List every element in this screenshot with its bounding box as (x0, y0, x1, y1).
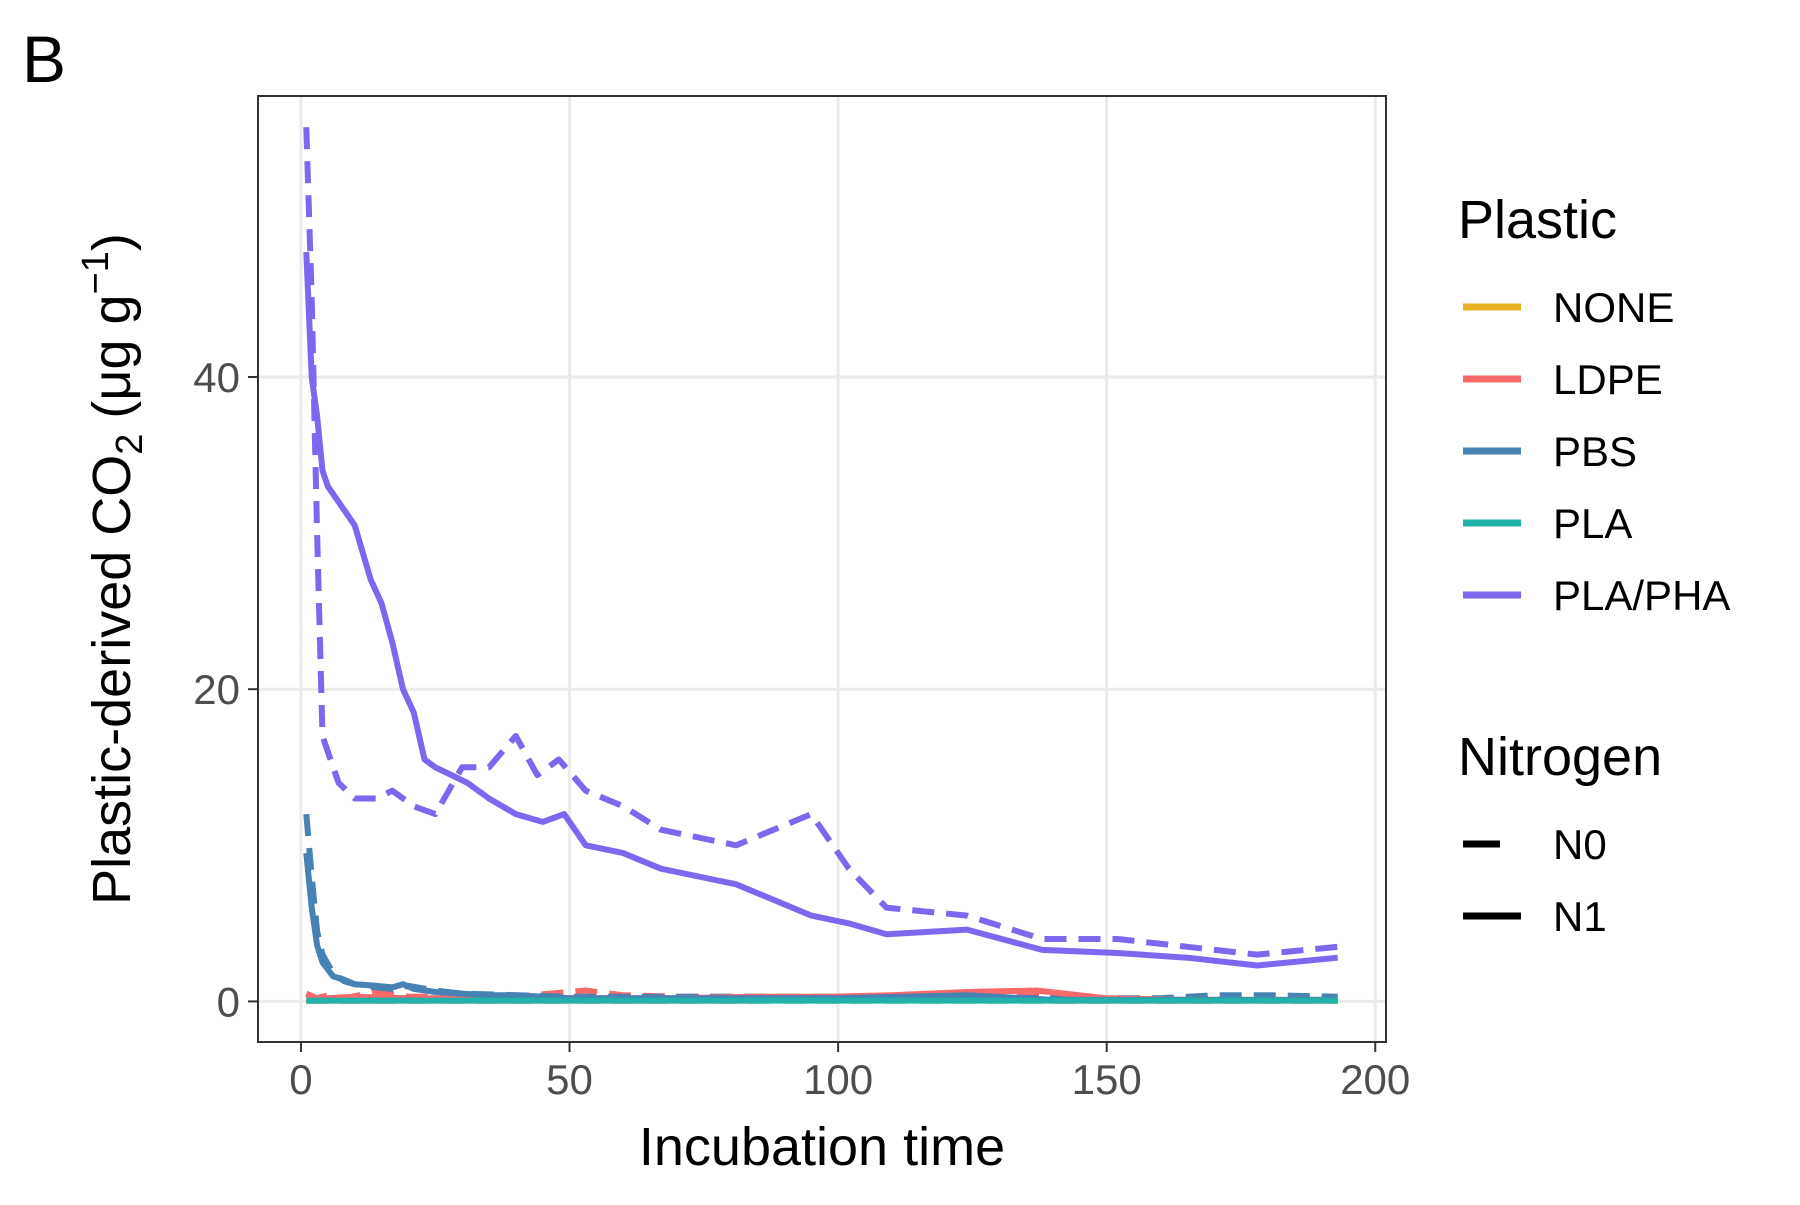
grid-lines (258, 96, 1386, 1042)
x-tick-label: 50 (546, 1056, 593, 1103)
legend: Plastic NONE LDPE PBS PLA PLA/PHA Nitrogen N… (1458, 190, 1730, 940)
x-tick-label: 200 (1340, 1056, 1410, 1103)
legend-label: PLA/PHA (1553, 572, 1730, 619)
x-axis-title: Incubation time (639, 1117, 1005, 1177)
panel-label: B (22, 22, 66, 96)
series-line-pbs-n1 (303, 852, 1338, 1003)
legend-label: PLA (1553, 500, 1632, 547)
x-tick-label: 150 (1072, 1056, 1142, 1103)
plot-panel-border (257, 95, 1387, 1043)
legend-item-pbs: PBS (1463, 428, 1637, 475)
legend-label: NONE (1553, 284, 1674, 331)
legend-item-ldpe: LDPE (1463, 356, 1663, 403)
x-axis: 0 50 100 150 200 (289, 1042, 1410, 1103)
legend-item-none: NONE (1463, 284, 1674, 331)
y-tick-label: 20 (193, 666, 240, 713)
y-axis-title-superscript: −1 (75, 251, 117, 294)
legend-nitrogen-items: N0 N1 (1463, 821, 1607, 940)
legend-item-n0: N0 (1463, 821, 1607, 868)
series-lines (303, 127, 1338, 1004)
y-tick-label: 0 (217, 978, 240, 1025)
y-axis-title-close: ) (82, 233, 142, 251)
series-line-pla-pha-n0 (303, 127, 1338, 958)
y-axis: 0 20 40 (193, 354, 258, 1025)
legend-title-nitrogen: Nitrogen (1458, 727, 1662, 787)
legend-item-n1: N1 (1463, 893, 1607, 940)
legend-label: LDPE (1553, 356, 1663, 403)
y-axis-title-unit: (μg g (82, 294, 142, 433)
series-line-pbs-n0 (303, 813, 1338, 1002)
y-axis-title-main: Plastic-derived CO (82, 455, 142, 905)
legend-plastic-items: NONE LDPE PBS PLA PLA/PHA (1463, 284, 1730, 619)
x-tick-label: 0 (289, 1056, 312, 1103)
legend-item-pla: PLA (1463, 500, 1632, 547)
y-axis-title: Plastic-derived CO2 (μg g−1) (75, 233, 151, 905)
legend-item-pla-pha: PLA/PHA (1463, 572, 1730, 619)
legend-label: N1 (1553, 893, 1607, 940)
legend-label: PBS (1553, 428, 1637, 475)
x-tick-label: 100 (803, 1056, 873, 1103)
y-axis-title-subscript: 2 (109, 434, 151, 455)
legend-label: N0 (1553, 821, 1607, 868)
series-line-pla-pha-n1 (303, 251, 1338, 969)
y-tick-label: 40 (193, 354, 240, 401)
legend-title-plastic: Plastic (1458, 190, 1617, 250)
